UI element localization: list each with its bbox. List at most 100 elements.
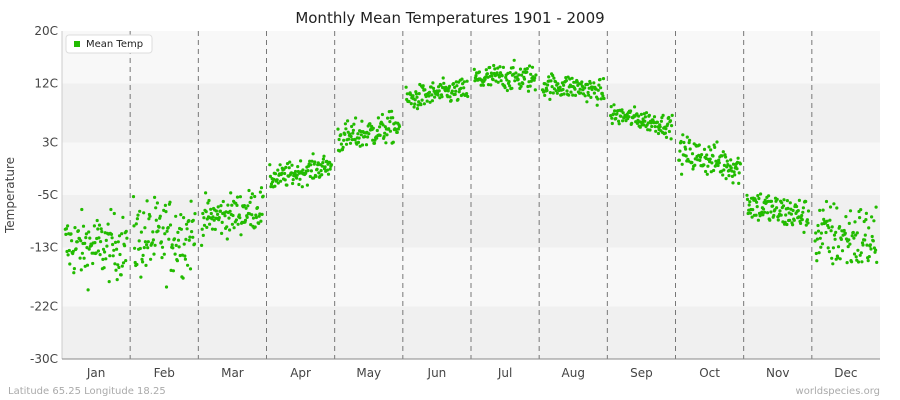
data-point <box>143 226 147 230</box>
data-point <box>409 102 413 106</box>
data-point <box>767 194 771 198</box>
data-point <box>705 172 709 176</box>
data-point <box>583 86 587 90</box>
data-point <box>505 78 509 82</box>
data-point <box>729 166 733 170</box>
data-point <box>491 78 495 82</box>
data-point <box>346 119 350 123</box>
data-point <box>709 148 713 152</box>
data-point <box>700 153 704 157</box>
data-point <box>367 132 371 136</box>
data-point <box>782 198 786 202</box>
data-point <box>756 218 761 222</box>
data-point <box>149 257 153 261</box>
data-point <box>190 230 194 234</box>
data-point <box>176 238 181 242</box>
data-point <box>500 74 504 78</box>
data-point <box>378 125 382 129</box>
data-point <box>785 222 789 227</box>
data-point <box>368 122 372 126</box>
data-point <box>66 253 70 257</box>
data-point <box>360 119 364 123</box>
data-point <box>228 209 232 213</box>
data-point <box>419 103 423 107</box>
legend-label: Mean Temp <box>86 39 143 50</box>
data-point <box>715 140 719 144</box>
data-point <box>174 214 178 218</box>
data-point <box>64 227 68 231</box>
data-point <box>705 153 709 157</box>
data-point <box>629 109 633 113</box>
data-point <box>565 89 569 93</box>
data-point <box>864 218 868 222</box>
data-point <box>449 98 453 103</box>
data-point <box>834 230 838 234</box>
y-tick-label: 20C <box>34 24 58 38</box>
data-point <box>598 77 602 82</box>
data-point <box>551 73 555 78</box>
data-point <box>772 213 776 218</box>
data-point <box>816 229 821 233</box>
data-point <box>105 244 109 248</box>
data-point <box>485 72 489 76</box>
data-point <box>498 65 502 69</box>
data-point <box>138 209 142 213</box>
data-point <box>522 77 527 81</box>
data-point <box>648 128 652 132</box>
data-point <box>323 165 327 169</box>
data-point <box>413 98 417 102</box>
data-point <box>771 204 775 208</box>
data-point <box>239 233 243 237</box>
data-point <box>348 141 353 145</box>
data-point <box>661 113 665 117</box>
data-point <box>551 91 555 95</box>
data-point <box>437 85 441 89</box>
data-point <box>80 251 84 255</box>
data-point <box>413 102 417 106</box>
data-point <box>135 262 139 267</box>
data-point <box>259 219 263 223</box>
data-point <box>831 262 835 266</box>
data-point <box>150 241 154 245</box>
data-point <box>488 65 492 70</box>
data-point <box>875 260 879 264</box>
data-point <box>328 167 332 171</box>
data-point <box>81 224 86 228</box>
data-point <box>610 121 614 126</box>
data-point <box>580 80 584 84</box>
data-point <box>201 233 205 237</box>
data-point <box>155 201 159 205</box>
data-point <box>208 222 212 226</box>
data-point <box>801 206 806 210</box>
data-point <box>306 169 310 173</box>
data-point <box>216 212 220 216</box>
data-point <box>253 194 257 199</box>
data-point <box>74 247 78 251</box>
data-point <box>801 210 805 214</box>
data-point <box>722 163 727 167</box>
data-point <box>528 64 532 68</box>
data-point <box>254 215 258 220</box>
data-point <box>285 183 289 187</box>
data-point <box>492 63 496 68</box>
data-point <box>788 201 792 205</box>
data-point <box>376 116 380 120</box>
data-point <box>235 203 239 207</box>
data-point <box>232 226 236 230</box>
data-point <box>477 70 481 74</box>
data-point <box>796 209 800 213</box>
data-point <box>206 201 210 205</box>
data-point <box>558 85 562 89</box>
data-point <box>325 168 329 172</box>
data-point <box>653 125 657 129</box>
data-point <box>344 142 349 146</box>
data-point <box>621 119 625 123</box>
data-point <box>526 89 531 93</box>
data-point <box>597 83 601 87</box>
data-point <box>459 86 463 90</box>
data-point <box>738 162 743 166</box>
data-point <box>745 193 749 197</box>
data-point <box>552 76 556 80</box>
data-point <box>93 241 97 245</box>
